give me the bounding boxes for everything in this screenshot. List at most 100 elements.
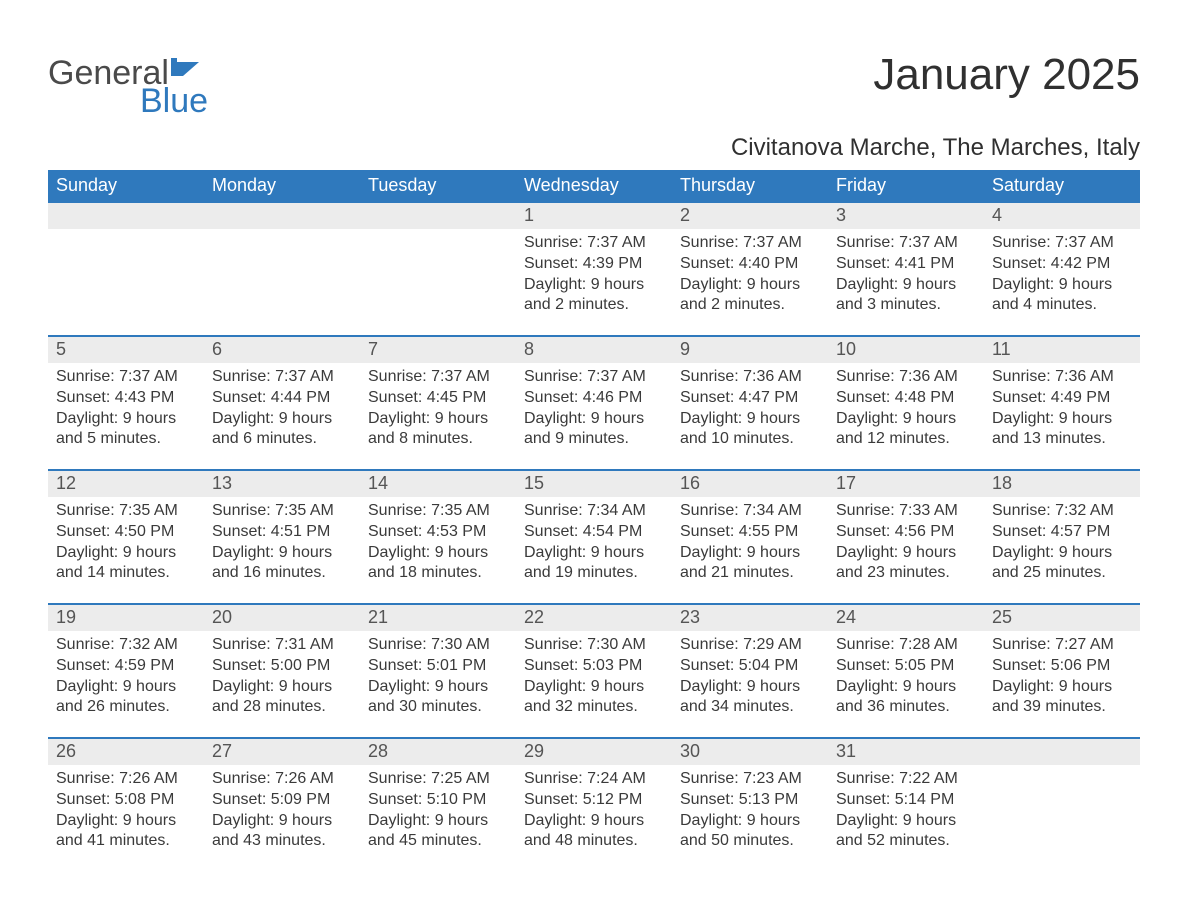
day-body [360,229,516,239]
day-body: Sunrise: 7:36 AMSunset: 4:47 PMDaylight:… [672,363,828,456]
calendar-table: Sunday Monday Tuesday Wednesday Thursday… [48,170,1140,871]
calendar-day-cell: 10Sunrise: 7:36 AMSunset: 4:48 PMDayligh… [828,336,984,470]
day-number: 20 [204,605,360,631]
location-subtitle: Civitanova Marche, The Marches, Italy [48,134,1140,162]
calendar-day-cell: 8Sunrise: 7:37 AMSunset: 4:46 PMDaylight… [516,336,672,470]
day-number: 15 [516,471,672,497]
day-number: 17 [828,471,984,497]
day-number: 22 [516,605,672,631]
day-body: Sunrise: 7:37 AMSunset: 4:45 PMDaylight:… [360,363,516,456]
day-number: 1 [516,203,672,229]
day-body: Sunrise: 7:30 AMSunset: 5:01 PMDaylight:… [360,631,516,724]
calendar-day-cell: 20Sunrise: 7:31 AMSunset: 5:00 PMDayligh… [204,604,360,738]
day-number: 18 [984,471,1140,497]
day-body: Sunrise: 7:29 AMSunset: 5:04 PMDaylight:… [672,631,828,724]
day-number: 4 [984,203,1140,229]
day-body: Sunrise: 7:37 AMSunset: 4:46 PMDaylight:… [516,363,672,456]
logo: General Blue [48,50,208,118]
day-number: 5 [48,337,204,363]
calendar-day-cell [48,202,204,336]
day-number: 14 [360,471,516,497]
day-body: Sunrise: 7:34 AMSunset: 4:55 PMDaylight:… [672,497,828,590]
day-body: Sunrise: 7:27 AMSunset: 5:06 PMDaylight:… [984,631,1140,724]
day-number: 28 [360,739,516,765]
day-body: Sunrise: 7:34 AMSunset: 4:54 PMDaylight:… [516,497,672,590]
logo-word2: Blue [48,84,208,118]
day-number: 27 [204,739,360,765]
day-number: 11 [984,337,1140,363]
day-body: Sunrise: 7:36 AMSunset: 4:48 PMDaylight:… [828,363,984,456]
day-number: 6 [204,337,360,363]
calendar-day-cell: 17Sunrise: 7:33 AMSunset: 4:56 PMDayligh… [828,470,984,604]
day-body: Sunrise: 7:37 AMSunset: 4:44 PMDaylight:… [204,363,360,456]
day-number: 16 [672,471,828,497]
calendar-day-cell: 23Sunrise: 7:29 AMSunset: 5:04 PMDayligh… [672,604,828,738]
day-body: Sunrise: 7:32 AMSunset: 4:59 PMDaylight:… [48,631,204,724]
day-body: Sunrise: 7:28 AMSunset: 5:05 PMDaylight:… [828,631,984,724]
day-body: Sunrise: 7:23 AMSunset: 5:13 PMDaylight:… [672,765,828,858]
calendar-body: 1Sunrise: 7:37 AMSunset: 4:39 PMDaylight… [48,202,1140,871]
weekday-header: Monday [204,170,360,202]
calendar-day-cell: 26Sunrise: 7:26 AMSunset: 5:08 PMDayligh… [48,738,204,871]
day-body: Sunrise: 7:37 AMSunset: 4:42 PMDaylight:… [984,229,1140,322]
calendar-day-cell: 31Sunrise: 7:22 AMSunset: 5:14 PMDayligh… [828,738,984,871]
day-body [48,229,204,239]
calendar-day-cell: 11Sunrise: 7:36 AMSunset: 4:49 PMDayligh… [984,336,1140,470]
calendar-day-cell: 21Sunrise: 7:30 AMSunset: 5:01 PMDayligh… [360,604,516,738]
calendar-day-cell [204,202,360,336]
calendar-day-cell: 2Sunrise: 7:37 AMSunset: 4:40 PMDaylight… [672,202,828,336]
weekday-header-row: Sunday Monday Tuesday Wednesday Thursday… [48,170,1140,202]
calendar-day-cell: 4Sunrise: 7:37 AMSunset: 4:42 PMDaylight… [984,202,1140,336]
day-number: 2 [672,203,828,229]
day-number: 29 [516,739,672,765]
day-body: Sunrise: 7:22 AMSunset: 5:14 PMDaylight:… [828,765,984,858]
calendar-day-cell: 5Sunrise: 7:37 AMSunset: 4:43 PMDaylight… [48,336,204,470]
header: General Blue January 2025 [48,50,1140,118]
calendar-week-row: 26Sunrise: 7:26 AMSunset: 5:08 PMDayligh… [48,738,1140,871]
weekday-header: Thursday [672,170,828,202]
day-body: Sunrise: 7:35 AMSunset: 4:51 PMDaylight:… [204,497,360,590]
calendar-day-cell: 24Sunrise: 7:28 AMSunset: 5:05 PMDayligh… [828,604,984,738]
calendar-day-cell: 28Sunrise: 7:25 AMSunset: 5:10 PMDayligh… [360,738,516,871]
day-number: 26 [48,739,204,765]
weekday-header: Tuesday [360,170,516,202]
weekday-header: Saturday [984,170,1140,202]
day-number [204,203,360,229]
calendar-page: General Blue January 2025 Civitanova Mar… [0,0,1188,918]
day-body: Sunrise: 7:37 AMSunset: 4:41 PMDaylight:… [828,229,984,322]
day-number [360,203,516,229]
calendar-day-cell: 6Sunrise: 7:37 AMSunset: 4:44 PMDaylight… [204,336,360,470]
day-number: 23 [672,605,828,631]
day-number [984,739,1140,765]
day-number: 24 [828,605,984,631]
calendar-week-row: 1Sunrise: 7:37 AMSunset: 4:39 PMDaylight… [48,202,1140,336]
calendar-day-cell: 15Sunrise: 7:34 AMSunset: 4:54 PMDayligh… [516,470,672,604]
day-number: 9 [672,337,828,363]
calendar-day-cell: 13Sunrise: 7:35 AMSunset: 4:51 PMDayligh… [204,470,360,604]
calendar-week-row: 12Sunrise: 7:35 AMSunset: 4:50 PMDayligh… [48,470,1140,604]
day-number: 31 [828,739,984,765]
weekday-header: Friday [828,170,984,202]
flag-icon [171,50,201,84]
day-body: Sunrise: 7:25 AMSunset: 5:10 PMDaylight:… [360,765,516,858]
day-number: 21 [360,605,516,631]
calendar-day-cell: 12Sunrise: 7:35 AMSunset: 4:50 PMDayligh… [48,470,204,604]
calendar-day-cell: 22Sunrise: 7:30 AMSunset: 5:03 PMDayligh… [516,604,672,738]
calendar-week-row: 19Sunrise: 7:32 AMSunset: 4:59 PMDayligh… [48,604,1140,738]
day-number: 8 [516,337,672,363]
day-body: Sunrise: 7:31 AMSunset: 5:00 PMDaylight:… [204,631,360,724]
day-body: Sunrise: 7:37 AMSunset: 4:40 PMDaylight:… [672,229,828,322]
day-body: Sunrise: 7:26 AMSunset: 5:09 PMDaylight:… [204,765,360,858]
day-body: Sunrise: 7:30 AMSunset: 5:03 PMDaylight:… [516,631,672,724]
day-number: 12 [48,471,204,497]
calendar-day-cell: 19Sunrise: 7:32 AMSunset: 4:59 PMDayligh… [48,604,204,738]
day-number: 3 [828,203,984,229]
day-number: 13 [204,471,360,497]
day-number [48,203,204,229]
day-number: 25 [984,605,1140,631]
calendar-day-cell: 29Sunrise: 7:24 AMSunset: 5:12 PMDayligh… [516,738,672,871]
calendar-day-cell: 16Sunrise: 7:34 AMSunset: 4:55 PMDayligh… [672,470,828,604]
day-body: Sunrise: 7:26 AMSunset: 5:08 PMDaylight:… [48,765,204,858]
calendar-day-cell: 18Sunrise: 7:32 AMSunset: 4:57 PMDayligh… [984,470,1140,604]
calendar-day-cell: 27Sunrise: 7:26 AMSunset: 5:09 PMDayligh… [204,738,360,871]
